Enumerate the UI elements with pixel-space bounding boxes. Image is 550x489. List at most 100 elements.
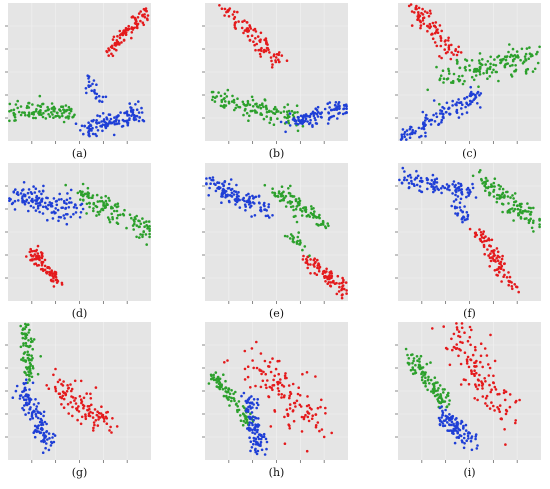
scatter-point <box>140 106 143 110</box>
scatter-point <box>440 416 443 419</box>
scatter-point <box>52 272 56 275</box>
scatter-point <box>464 68 468 72</box>
scatter-point <box>84 87 88 90</box>
scatter-point <box>121 124 125 128</box>
scatter-point <box>453 441 457 445</box>
scatter-point <box>464 105 467 109</box>
scatter-point <box>301 121 305 125</box>
scatter-point <box>442 400 446 403</box>
scatter-point <box>270 59 273 63</box>
scatter-point <box>226 193 229 197</box>
scatter-point <box>96 129 100 132</box>
scatter-point <box>427 378 430 381</box>
scatter-point <box>419 354 423 358</box>
scatter-point <box>62 120 66 124</box>
scatter-point <box>284 194 288 198</box>
scatter-point <box>241 405 245 408</box>
scatter-point <box>46 266 49 270</box>
scatter-point <box>24 371 27 375</box>
scatter-point <box>144 233 148 236</box>
scatter-point <box>255 406 258 410</box>
scatter-point <box>497 266 501 269</box>
scatter-point <box>420 127 424 130</box>
scatter-point <box>340 287 344 291</box>
scatter-point <box>36 104 40 107</box>
scatter-point <box>130 36 133 40</box>
scatter-point <box>484 402 487 405</box>
scatter-point <box>457 189 460 192</box>
scatter-point <box>449 423 453 427</box>
scatter-point <box>242 113 245 117</box>
scatter-point <box>96 114 99 117</box>
scatter-point <box>267 203 271 206</box>
scatter-point <box>25 393 29 397</box>
scatter-point <box>223 7 227 11</box>
scatter-point <box>50 441 54 445</box>
scatter-point <box>317 263 321 266</box>
scatter-point <box>80 415 84 419</box>
panel-caption-h: (h) <box>269 466 285 479</box>
scatter-point <box>205 177 208 180</box>
scatter-point <box>463 79 466 83</box>
scatter-point <box>54 211 57 215</box>
scatter-point <box>442 116 445 120</box>
scatter-point <box>493 177 497 180</box>
scatter-point <box>532 230 535 233</box>
scatter-point <box>12 108 16 112</box>
scatter-point <box>462 436 466 440</box>
scatter-point <box>513 207 517 211</box>
scatter-point <box>249 407 253 410</box>
scatter-point <box>458 201 462 204</box>
scatter-point <box>258 433 262 436</box>
scatter-point <box>42 184 45 188</box>
scatter-point <box>243 349 247 353</box>
scatter-point <box>259 440 263 444</box>
scatter-point <box>489 390 493 394</box>
scatter-point <box>414 6 418 9</box>
scatter-point <box>411 366 415 369</box>
scatter-point <box>405 138 408 141</box>
scatter-point <box>408 136 412 139</box>
scatter-point <box>459 51 463 54</box>
scatter-point <box>30 249 34 253</box>
scatter-point <box>30 375 34 379</box>
scatter-point <box>137 111 141 114</box>
scatter-point <box>212 373 215 377</box>
scatter-point <box>113 116 116 119</box>
scatter-point <box>254 384 257 388</box>
series-c-2 <box>399 85 483 141</box>
scatter-point <box>278 359 281 363</box>
scatter-point <box>89 410 92 414</box>
scatter-point <box>38 210 41 214</box>
series-h-2 <box>223 340 334 453</box>
scatter-point <box>464 423 468 427</box>
scatter-point <box>317 269 321 273</box>
scatter-point <box>316 105 320 109</box>
scatter-point <box>469 439 473 443</box>
scatter-point <box>21 328 25 332</box>
scatter-point <box>326 222 330 225</box>
scatter-point <box>493 409 496 412</box>
scatter-point <box>263 99 267 102</box>
scatter-point <box>130 31 134 34</box>
scatter-point <box>234 106 237 110</box>
scatter-point <box>125 112 129 115</box>
scatter-point <box>85 392 88 395</box>
scatter-point <box>254 195 258 199</box>
scatter-point <box>483 347 487 350</box>
scatter-point <box>418 357 421 361</box>
scatter-point <box>459 340 462 344</box>
scatter-point <box>259 106 263 110</box>
scatter-point <box>224 100 227 103</box>
scatter-point <box>70 389 73 393</box>
scatter-point <box>470 90 473 94</box>
scatter-point <box>62 111 66 114</box>
scatter-point <box>22 344 25 347</box>
scatter-point <box>408 127 412 131</box>
scatter-point <box>94 419 98 422</box>
scatter-point <box>325 267 328 271</box>
scatter-point <box>413 11 416 14</box>
scatter-point <box>429 361 432 364</box>
scatter-point <box>329 281 333 284</box>
scatter-point <box>279 192 283 196</box>
